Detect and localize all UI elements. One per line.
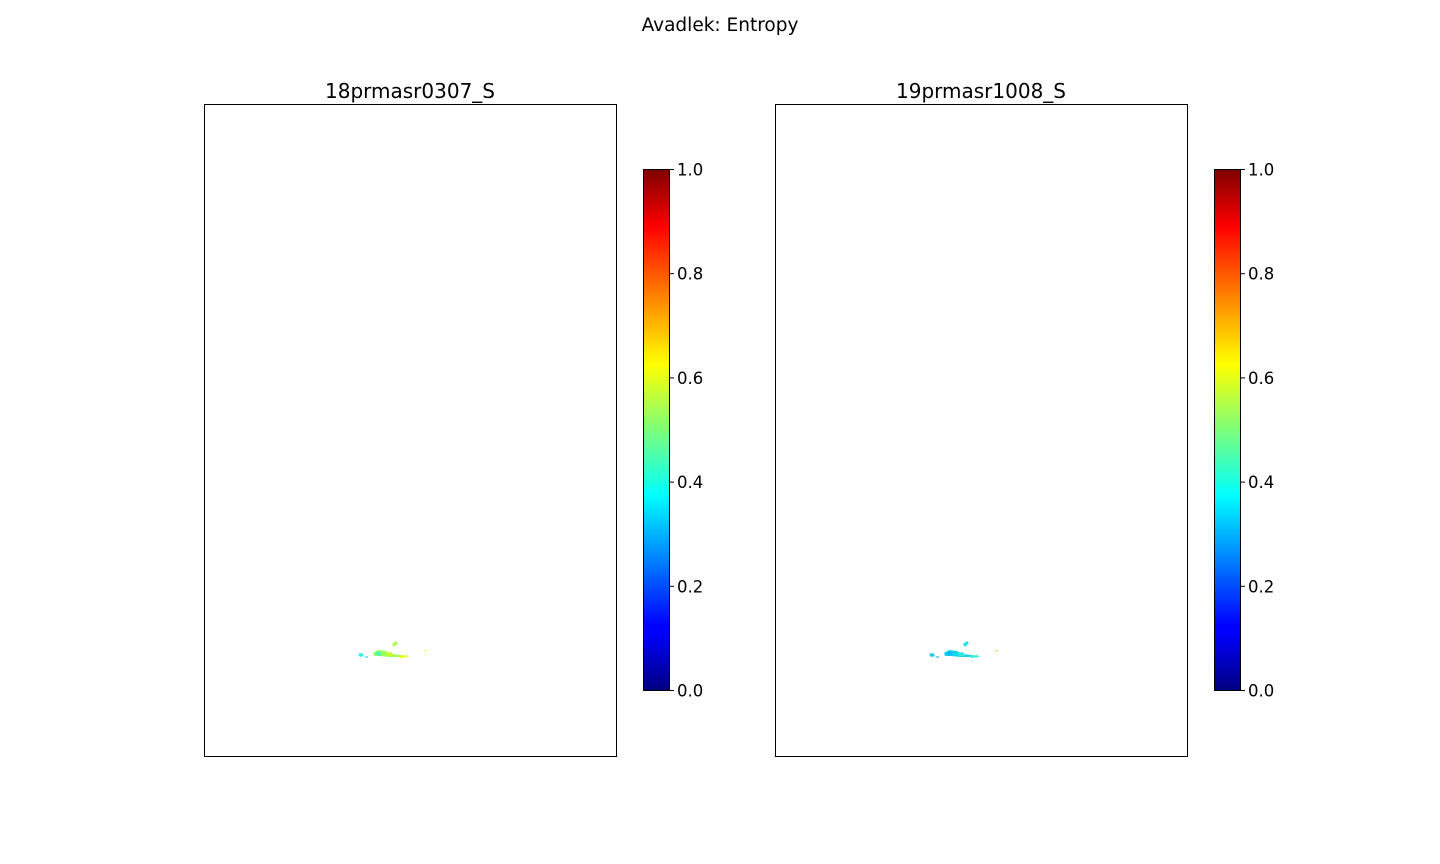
panel-2-colorbar-tick-label: 0.4 — [1248, 473, 1274, 492]
panel-2-data-patch — [929, 641, 998, 658]
panel-2-colorbar-tick-label: 0.6 — [1248, 369, 1274, 388]
panel-2-colorbar-tick-label: 0.0 — [1248, 682, 1274, 701]
panel-2-colorbar-tick-label: 0.2 — [1248, 577, 1274, 596]
panel-1-plot-area — [204, 104, 617, 757]
panel-2-colorbar-ticks: 0.0 0.2 0.4 0.6 0.8 1.0 — [1240, 161, 1274, 701]
panel-1-colorbar-tick-label: 0.2 — [677, 577, 703, 596]
panel-2-title: 19prmasr1008_S — [896, 79, 1066, 103]
panel-2-colorbar-tick-label: 1.0 — [1248, 161, 1274, 180]
panel-1-colorbar — [643, 169, 670, 691]
panel-2-plot-area — [775, 104, 1188, 757]
panel-1-title: 18prmasr0307_S — [325, 79, 495, 103]
panel-1: 18prmasr0307_S 0.0 0.2 0.4 0.6 0.8 1.0 — [204, 79, 703, 757]
panel-1-colorbar-tick-label: 0.6 — [677, 369, 703, 388]
panel-2-colorbar — [1214, 169, 1241, 691]
figure-title: Avadlek: Entropy — [642, 15, 799, 36]
panel-1-colorbar-tick-label: 0.8 — [677, 265, 703, 284]
panel-1-colorbar-tick-label: 0.0 — [677, 682, 703, 701]
panel-1-colorbar-ticks: 0.0 0.2 0.4 0.6 0.8 1.0 — [669, 161, 703, 701]
panel-1-data-patch — [358, 641, 427, 658]
panel-1-colorbar-tick-label: 0.4 — [677, 473, 703, 492]
panel-1-colorbar-tick-label: 1.0 — [677, 161, 703, 180]
panel-2: 19prmasr1008_S 0.0 0.2 0.4 0.6 0.8 1.0 — [775, 79, 1274, 757]
panel-2-colorbar-tick-label: 0.8 — [1248, 265, 1274, 284]
